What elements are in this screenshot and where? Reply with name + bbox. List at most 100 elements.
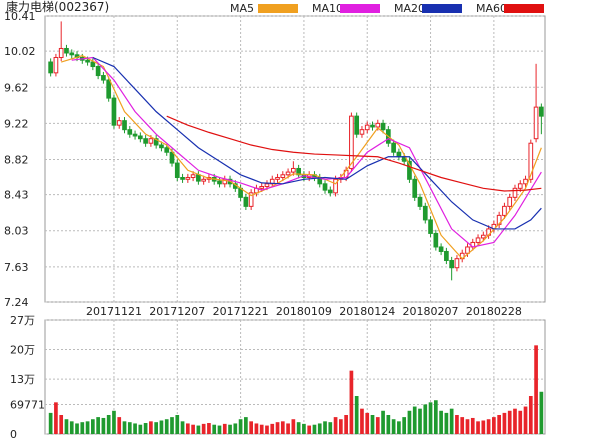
legend-swatch [340,4,380,13]
candle-body [349,115,354,169]
candle-body [412,178,418,198]
candle-body [48,61,53,74]
candle-body [85,59,90,63]
volume-bar [444,412,449,434]
volume-bar [349,370,354,434]
volume-bar [259,424,264,434]
y-tick-label: 8.03 [4,225,29,238]
volume-bar [465,419,470,434]
volume-bar [48,412,53,434]
volume-bar [513,408,517,434]
volume-bar [518,410,523,434]
volume-bar [106,415,111,434]
candle-body [101,75,106,81]
volume-bar [391,419,396,434]
volume-bar [375,417,380,434]
volume-bar [96,417,100,434]
volume-bar [323,421,327,434]
candle-body [132,133,138,137]
volume-bar [481,420,486,434]
candle-body [438,246,444,252]
candle-body [196,174,201,182]
x-tick-label: 20180207 [403,305,459,318]
volume-bar [407,410,412,434]
candle-body [333,178,338,194]
candle-body [396,151,402,158]
y-tick-label: 8.43 [4,189,29,202]
volume-bar [127,422,132,434]
y-tick-label: 9.22 [4,117,29,130]
volume-bar [470,417,475,434]
volume-bar [201,423,206,434]
volume-bar [539,391,544,434]
candle-body [380,122,386,131]
volume-bar [333,417,338,434]
candle-body [122,120,127,131]
volume-bar [280,421,285,434]
candle-body [111,97,117,126]
volume-bar [397,421,401,434]
volume-bar [402,417,407,434]
candle-body [291,167,296,173]
volume-tick-label: 0 [10,428,17,440]
candle-body [243,196,249,207]
volume-bar [307,425,312,434]
volume-bar [265,425,269,434]
candle-body [159,144,164,149]
volume-bar [439,410,443,434]
volume-bar [534,345,538,434]
volume-bar [238,419,243,434]
volume-bar [154,422,159,434]
candle-body [201,178,207,182]
candle-body [407,160,412,180]
volume-bar [528,396,533,434]
candle-body [375,122,381,128]
candle-body [190,174,196,178]
candle-body [507,196,513,207]
candle-body [116,120,122,126]
x-tick-label: 20180228 [466,305,522,318]
volume-tick-label: 27万 [10,314,35,327]
y-tick-label: 7.24 [4,296,29,309]
candle-body [480,234,486,239]
volume-bar [486,419,491,434]
legend-label: MA5 [230,2,254,15]
x-tick-label: 20171221 [213,305,269,318]
ma-line [71,56,542,248]
volume-bar [339,419,343,434]
volume-bar [222,423,227,434]
candle-body [422,205,428,221]
candle-body [137,135,143,140]
volume-bar [133,423,137,434]
candle-body [164,147,170,153]
volume-bar [302,423,306,434]
candle-body [106,79,112,99]
volume-bar [117,417,122,434]
volume-bar [428,402,433,434]
volume-bar [370,415,375,434]
volume-bar [85,421,90,434]
x-tick-label: 20171207 [149,305,205,318]
candle-body [528,142,534,180]
volume-bar [270,423,275,434]
candle-body [264,183,270,188]
volume-bar [492,417,496,434]
y-tick-label: 8.82 [4,153,29,166]
volume-bar [122,421,127,434]
candle-body [185,176,191,180]
volume-bar [455,415,459,434]
candle-body [143,138,148,144]
candle-body [449,259,455,269]
candle-body [95,66,101,77]
volume-bar [164,419,169,434]
candle-body [169,151,175,164]
volume-bar [64,419,69,434]
volume-tick-label: 13万 [10,373,35,386]
volume-bar [412,406,417,434]
candle-body [153,138,159,146]
candle-body [517,183,523,189]
volume-bar [476,421,480,434]
legend-swatch [504,4,544,13]
volume-bar [381,410,385,434]
candle-body [127,129,133,135]
